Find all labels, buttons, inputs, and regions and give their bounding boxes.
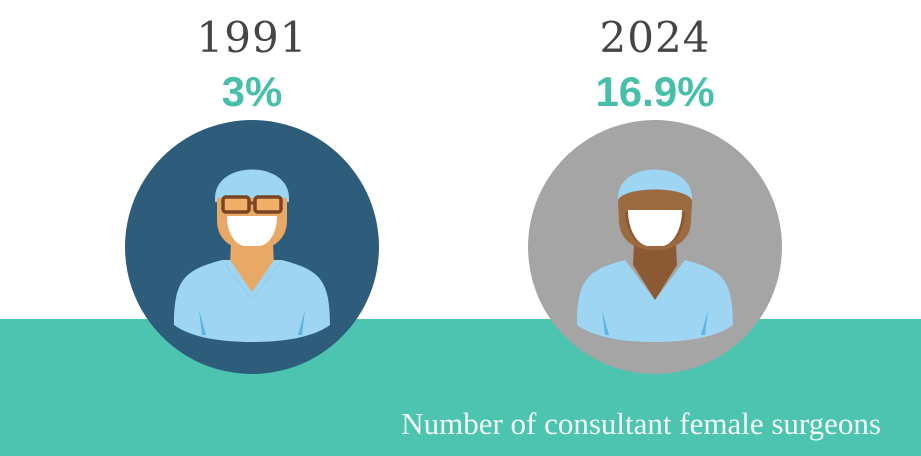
percentage-value: 3% bbox=[221, 68, 283, 115]
year-label: 2024 bbox=[599, 13, 711, 62]
surgeon-with-glasses-icon bbox=[125, 120, 379, 374]
percentage-value: 16.9% bbox=[595, 68, 715, 115]
caption-text: Number of consultant female surgeons bbox=[401, 406, 881, 441]
surgeon-without-glasses-icon bbox=[528, 120, 782, 374]
year-label: 1991 bbox=[196, 13, 308, 62]
teal-band bbox=[0, 319, 921, 456]
